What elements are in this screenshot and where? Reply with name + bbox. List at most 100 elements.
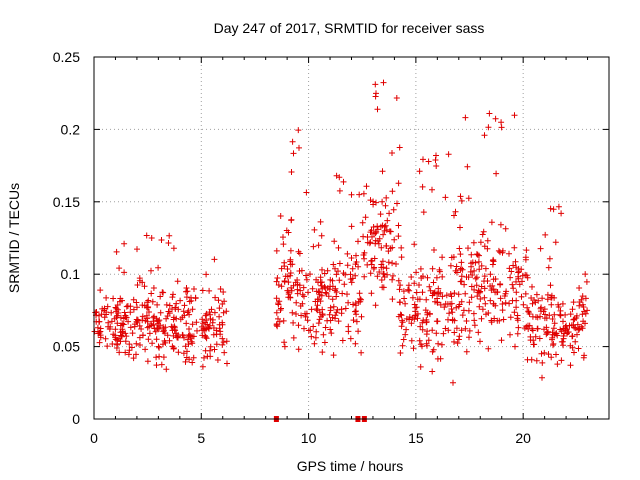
data-point bbox=[297, 287, 304, 294]
data-point bbox=[336, 260, 343, 267]
data-point bbox=[146, 330, 153, 337]
data-point bbox=[119, 320, 126, 327]
data-point bbox=[434, 290, 441, 297]
data-point bbox=[133, 351, 139, 358]
data-point bbox=[345, 328, 352, 335]
data-point bbox=[157, 309, 164, 316]
data-point bbox=[348, 255, 355, 261]
data-point bbox=[555, 203, 562, 210]
data-point bbox=[535, 297, 542, 304]
data-point bbox=[130, 296, 137, 303]
data-point bbox=[457, 251, 464, 258]
data-point bbox=[481, 243, 488, 250]
data-point bbox=[541, 349, 548, 356]
data-point bbox=[317, 274, 324, 281]
data-point bbox=[551, 294, 558, 301]
data-point bbox=[321, 283, 328, 290]
data-point bbox=[456, 301, 463, 308]
data-point bbox=[94, 324, 101, 331]
y-tick-label: 0 bbox=[72, 411, 80, 427]
data-point bbox=[485, 124, 492, 131]
data-point bbox=[524, 274, 531, 281]
data-point bbox=[145, 304, 152, 310]
data-point bbox=[287, 256, 294, 263]
data-point bbox=[206, 287, 213, 294]
data-point bbox=[148, 322, 155, 329]
data-point bbox=[273, 278, 280, 285]
data-point bbox=[273, 295, 280, 302]
data-point bbox=[138, 326, 145, 332]
data-point bbox=[378, 261, 385, 268]
data-point bbox=[285, 289, 292, 296]
data-point bbox=[139, 313, 146, 320]
data-point bbox=[582, 320, 588, 327]
data-point bbox=[281, 263, 288, 270]
data-point bbox=[448, 306, 455, 312]
data-point bbox=[328, 330, 335, 337]
data-point bbox=[511, 309, 518, 316]
data-point bbox=[397, 311, 404, 318]
data-point bbox=[332, 285, 339, 292]
data-point bbox=[457, 193, 464, 200]
data-point bbox=[406, 287, 413, 294]
data-point bbox=[494, 289, 500, 296]
data-point bbox=[562, 327, 569, 334]
data-point bbox=[396, 299, 403, 306]
data-point bbox=[539, 295, 546, 302]
data-point bbox=[506, 300, 513, 307]
data-point bbox=[548, 354, 555, 361]
data-point bbox=[181, 312, 188, 319]
data-point bbox=[163, 315, 170, 322]
data-point bbox=[166, 310, 173, 317]
data-point bbox=[216, 313, 223, 320]
data-point bbox=[330, 303, 337, 310]
data-point bbox=[569, 306, 576, 313]
data-point bbox=[163, 301, 170, 308]
data-point bbox=[182, 343, 189, 350]
data-point bbox=[146, 323, 153, 330]
data-point bbox=[507, 274, 514, 281]
data-point bbox=[367, 229, 374, 236]
y-tick-label: 0.1 bbox=[61, 266, 81, 282]
data-point bbox=[293, 311, 299, 317]
data-point bbox=[384, 217, 391, 224]
data-point bbox=[412, 312, 419, 319]
data-point bbox=[295, 346, 302, 353]
data-point bbox=[92, 309, 99, 316]
data-point bbox=[553, 351, 559, 358]
data-point bbox=[209, 319, 216, 326]
data-point bbox=[452, 208, 459, 215]
data-point bbox=[324, 267, 331, 274]
data-point bbox=[463, 318, 470, 324]
data-point bbox=[221, 298, 228, 305]
data-point bbox=[433, 163, 440, 169]
data-point bbox=[525, 309, 532, 316]
data-point bbox=[360, 233, 367, 240]
data-point bbox=[450, 379, 456, 386]
data-point bbox=[326, 311, 333, 318]
data-point bbox=[383, 243, 390, 249]
data-point bbox=[515, 324, 522, 331]
data-point bbox=[490, 256, 497, 263]
data-point bbox=[308, 333, 315, 340]
data-point bbox=[582, 271, 589, 278]
data-point bbox=[189, 321, 196, 328]
data-point bbox=[373, 199, 379, 206]
data-point bbox=[391, 236, 398, 243]
data-point bbox=[357, 298, 364, 305]
data-point bbox=[558, 210, 565, 217]
data-point bbox=[214, 357, 221, 363]
data-point bbox=[474, 251, 481, 258]
data-point bbox=[523, 247, 530, 254]
data-point bbox=[203, 326, 209, 333]
data-point bbox=[403, 326, 410, 333]
data-point bbox=[532, 333, 539, 340]
data-point bbox=[511, 112, 518, 119]
data-point bbox=[436, 268, 443, 275]
data-point bbox=[537, 245, 544, 252]
data-point bbox=[304, 317, 311, 324]
data-point bbox=[495, 247, 502, 254]
data-point bbox=[484, 245, 491, 252]
data-point bbox=[315, 242, 322, 249]
data-point bbox=[475, 258, 482, 265]
